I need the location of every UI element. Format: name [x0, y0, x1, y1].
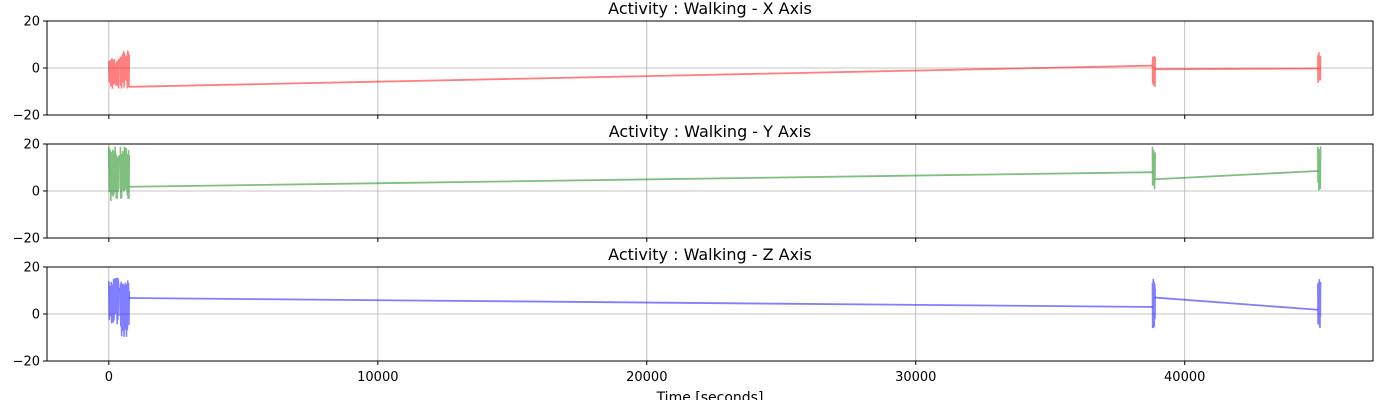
x-tick-label: 10000: [357, 370, 398, 385]
series-line: [1155, 296, 1318, 311]
series-burst: [1317, 146, 1322, 191]
series-burst: [108, 146, 120, 201]
series-burst: [1151, 146, 1156, 190]
y-tick-label: −20: [13, 232, 40, 247]
subplot-title: Activity : Walking - X Axis: [608, 0, 812, 18]
y-tick-label: 20: [23, 15, 40, 30]
y-tick-label: 0: [32, 308, 40, 323]
series-burst: [1317, 279, 1322, 328]
y-tick-label: −20: [13, 109, 40, 124]
series-line: [129, 64, 1153, 88]
series-line: [1155, 67, 1318, 71]
subplot-title: Activity : Walking - Y Axis: [609, 122, 811, 141]
series-line: [1155, 170, 1318, 181]
series-burst: [119, 280, 131, 337]
series-line: [129, 171, 1153, 188]
y-tick-label: 0: [32, 185, 40, 200]
x-tick-label: 40000: [1164, 370, 1205, 385]
series-burst: [108, 277, 120, 325]
series-burst: [108, 58, 120, 89]
y-tick-label: 20: [23, 261, 40, 276]
subplot-3: 20 0 −20 Activity : Walking - Z Axis: [13, 245, 1374, 370]
y-tick-label: 0: [32, 62, 40, 77]
y-tick-label: −20: [13, 355, 40, 370]
series-burst: [1151, 55, 1156, 87]
subplot-1: 20 0 −20 Activity : Walking - X Axis: [13, 0, 1374, 124]
x-tick-label: 0: [105, 370, 113, 385]
x-tick-label: 20000: [626, 370, 667, 385]
series-line: [129, 297, 1153, 308]
x-axis-label: Time [seconds]: [656, 390, 764, 400]
series-burst: [1151, 278, 1156, 329]
subplot-title: Activity : Walking - Z Axis: [608, 245, 812, 264]
x-tick-label: 30000: [895, 370, 936, 385]
y-tick-label: 20: [23, 138, 40, 153]
series-burst: [1317, 52, 1322, 83]
subplot-2: 20 0 −20 Activity : Walking - Y Axis: [13, 122, 1374, 247]
series-burst: [119, 146, 131, 200]
series-burst: [119, 50, 131, 89]
